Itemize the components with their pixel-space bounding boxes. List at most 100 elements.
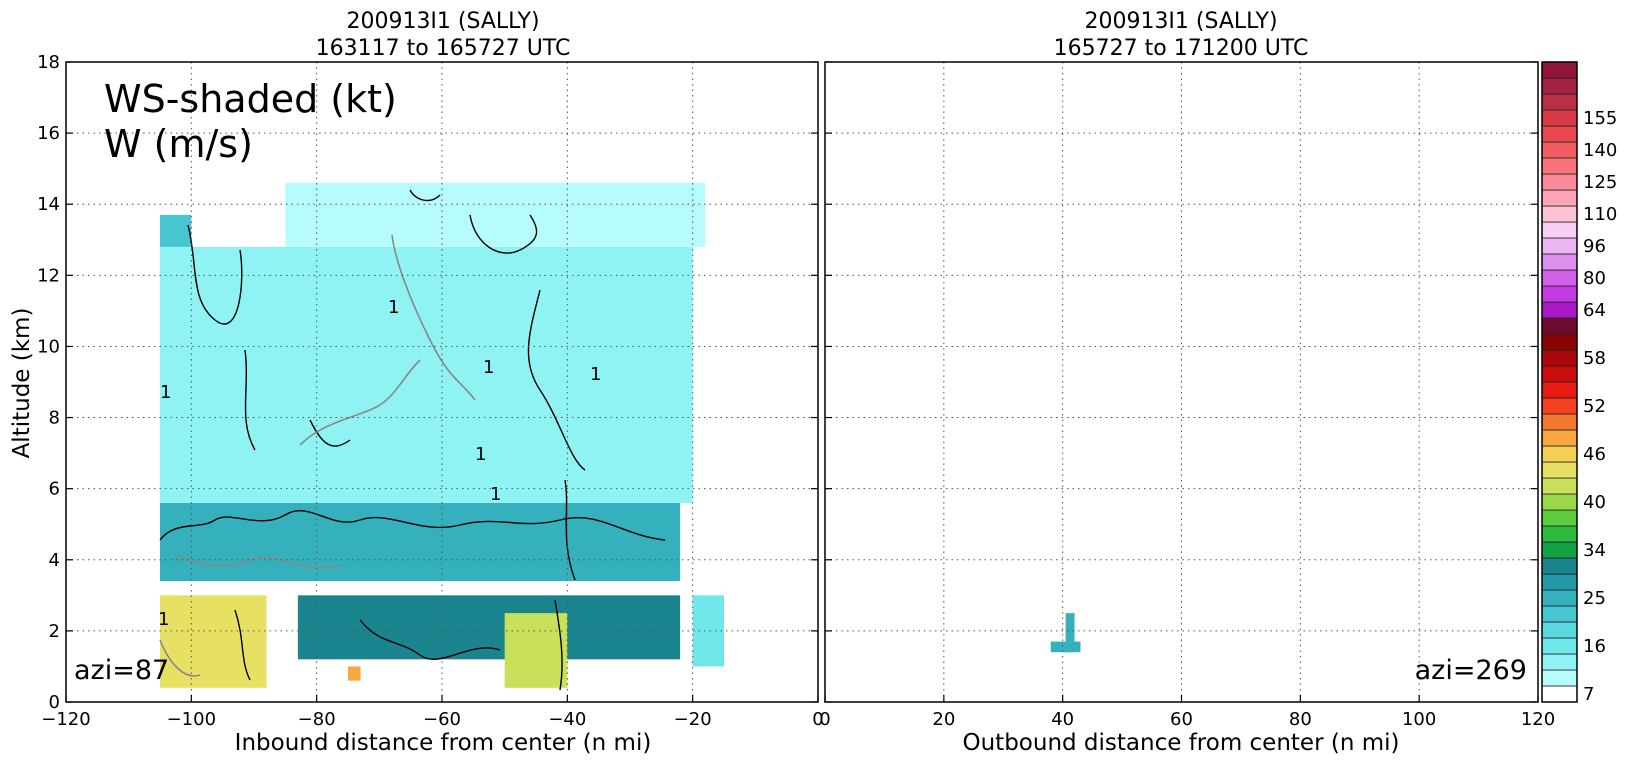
w-annotation: W (m/s): [104, 122, 253, 166]
colorbar-swatch: [1541, 685, 1578, 703]
w-contour-line: [527, 289, 586, 471]
w-contour-line: [309, 419, 351, 447]
colorbar-swatch: [1541, 269, 1578, 287]
colorbar: 7 16 25 34 40 46 52 58 64 80 96 110 125 140 155: [1541, 61, 1617, 705]
colorbar-tick-label: 58: [1583, 348, 1606, 369]
colorbar-swatch: [1541, 477, 1578, 495]
y-tick-label: 4: [49, 550, 60, 571]
w-contour-line: [391, 234, 476, 401]
contour-label: 1: [388, 297, 399, 318]
colorbar-swatch: [1541, 413, 1578, 431]
y-tick-label: 14: [37, 194, 60, 215]
w-contour-line: [234, 609, 251, 681]
colorbar-tick-label: 16: [1583, 636, 1606, 657]
right-azimuth-label: azi=269: [1415, 655, 1527, 686]
contour-label: 1: [475, 444, 486, 465]
x-tick-label: 40: [1051, 709, 1074, 730]
w-contour-line: [564, 479, 576, 581]
colorbar-swatch: [1541, 61, 1578, 79]
left-title-line2: 163117 to 165727 UTC: [316, 36, 571, 61]
left-x-ticks: −120 −100 −80 −60 −40 −20 0: [41, 695, 824, 730]
colorbar-tick-label: 25: [1583, 588, 1606, 609]
ws-shaded-cell: [1050, 641, 1081, 653]
w-contour-line: [554, 599, 563, 691]
y-tick-label: 6: [49, 479, 60, 500]
y-tick-label: 18: [37, 52, 60, 73]
ws-shaded-cell: [648, 382, 681, 400]
colorbar-swatch: [1541, 157, 1578, 175]
colorbar-tick-label: 140: [1583, 140, 1617, 161]
x-tick-label: −100: [167, 709, 216, 730]
x-tick-label: −80: [298, 709, 336, 730]
colorbar-tick-label: 52: [1583, 396, 1606, 417]
w-contour-line: [299, 359, 421, 446]
contour-label: 1: [160, 382, 171, 403]
colorbar-swatch: [1541, 253, 1578, 271]
colorbar-tick-label: 125: [1583, 172, 1617, 193]
colorbar-swatch: [1541, 173, 1578, 191]
contour-label: 1: [483, 357, 494, 378]
left-panel: 200913I1 (SALLY) 163117 to 165727 UTC 1 …: [9, 9, 824, 756]
x-tick-label: −40: [548, 709, 586, 730]
x-tick-label: 120: [1521, 709, 1555, 730]
x-tick-label: 20: [932, 709, 955, 730]
contour-label: 1: [158, 609, 169, 630]
right-title-line1: 200913I1 (SALLY): [1084, 9, 1277, 34]
y-tick-label: 8: [49, 408, 60, 429]
left-w-contours: 1 1 1 1 1 1 1: [158, 189, 666, 691]
colorbar-swatch: [1541, 221, 1578, 239]
left-y-ticks: 0 2 4 6 8 10 12 14 16 18: [37, 52, 818, 713]
colorbar-swatch: [1541, 461, 1578, 479]
w-contour-line: [174, 554, 341, 569]
left-azimuth-label: azi=87: [74, 655, 169, 686]
colorbar-tick-label: 155: [1583, 108, 1617, 129]
colorbar-tick-label: 80: [1583, 268, 1606, 289]
w-contour-line: [469, 214, 538, 254]
ws-shaded-cell: [692, 595, 724, 667]
w-contour-line: [159, 639, 201, 677]
colorbar-swatch: [1541, 381, 1578, 399]
ws-shaded-cell: [160, 246, 693, 503]
right-shaded-regions: [1050, 613, 1081, 653]
colorbar-swatch: [1541, 669, 1578, 687]
y-tick-label: 12: [37, 265, 60, 286]
x-tick-label: −60: [423, 709, 461, 730]
y-tick-label: 10: [37, 336, 60, 357]
ws-shaded-cell: [285, 182, 706, 247]
left-x-axis-label: Inbound distance from center (n mi): [235, 730, 652, 756]
w-contour-line: [244, 349, 256, 451]
y-tick-label: 2: [49, 621, 60, 642]
contour-label: 1: [490, 484, 501, 505]
colorbar-swatch: [1541, 573, 1578, 591]
x-tick-label: −20: [674, 709, 712, 730]
x-tick-label: 0: [812, 709, 823, 730]
colorbar-swatch: [1541, 77, 1578, 95]
colorbar-swatch: [1541, 365, 1578, 383]
ws-shaded-cell: [348, 666, 361, 681]
right-x-axis-label: Outbound distance from center (n mi): [963, 730, 1400, 756]
colorbar-tick-label: 96: [1583, 236, 1606, 257]
colorbar-swatch: [1541, 349, 1578, 367]
colorbar-swatch: [1541, 493, 1578, 511]
x-tick-label: 0: [819, 709, 830, 730]
colorbar-tick-label: 64: [1583, 300, 1606, 321]
colorbar-swatch: [1541, 429, 1578, 447]
right-y-ticks: [825, 61, 1538, 703]
ws-shaded-cell: [160, 502, 681, 582]
right-title-line2: 165727 to 171200 UTC: [1054, 36, 1309, 61]
w-contour-line: [187, 224, 243, 325]
colorbar-swatch: [1541, 445, 1578, 463]
right-panel: 200913I1 (SALLY) 165727 to 171200 UTC 0 2…: [819, 9, 1555, 756]
colorbar-tick-label: 110: [1583, 204, 1617, 225]
colorbar-swatch: [1541, 205, 1578, 223]
colorbar-ticks: 7 16 25 34 40 46 52 58 64 80 96 110 125 140 155: [1583, 108, 1617, 705]
contour-label: 1: [590, 364, 601, 385]
colorbar-swatch: [1541, 557, 1578, 575]
colorbar-swatch: [1541, 125, 1578, 143]
colorbar-swatch: [1541, 109, 1578, 127]
y-axis-label: Altitude (km): [9, 308, 35, 459]
colorbar-swatch: [1541, 189, 1578, 207]
colorbar-frame: [1541, 61, 1578, 703]
ws-shaded-cell: [297, 595, 681, 660]
